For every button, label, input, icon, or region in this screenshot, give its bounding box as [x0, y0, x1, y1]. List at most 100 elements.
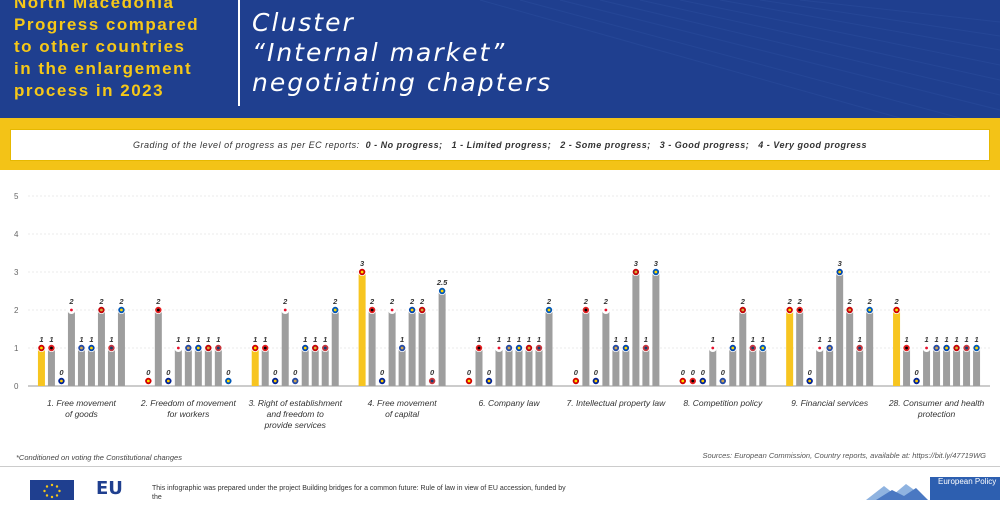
header-left-line: North Macedonia	[14, 0, 175, 12]
category-label: 2. Freedom of movement	[140, 398, 237, 408]
data-label: 0	[701, 368, 706, 377]
data-label: 0	[59, 368, 64, 377]
bar	[816, 348, 824, 386]
data-label: 1	[527, 335, 531, 344]
flag-marker-center	[226, 379, 230, 383]
footnote: *Conditioned on voting the Constitutiona…	[16, 453, 182, 462]
bar	[261, 348, 269, 386]
flag-marker-center	[517, 346, 521, 350]
data-label: 1	[828, 335, 832, 344]
data-label: 0	[691, 368, 696, 377]
data-label: 1	[644, 335, 648, 344]
header-title-right: Cluster “Internal market” negotiating ch…	[252, 8, 552, 98]
bar	[759, 348, 767, 386]
header-title-left: North Macedonia Progress compared to oth…	[14, 0, 199, 102]
footer-divider	[0, 466, 1000, 467]
flag-marker-center	[945, 346, 948, 350]
data-label: 1	[507, 335, 511, 344]
flag-marker-center	[176, 346, 180, 350]
flag-marker-center	[420, 308, 424, 312]
y-tick-label: 4	[14, 230, 19, 239]
bar	[388, 310, 396, 386]
data-label: 0	[487, 368, 492, 377]
flag-marker-center	[390, 308, 394, 312]
flag-marker-center	[935, 346, 938, 350]
bar	[47, 348, 55, 386]
flag-marker-center	[110, 346, 113, 350]
data-label: 1	[924, 335, 928, 344]
data-label: 1	[731, 335, 735, 344]
flag-marker-center	[808, 379, 812, 383]
flag-marker-center	[90, 346, 93, 350]
bar	[796, 310, 804, 386]
bar	[786, 310, 794, 386]
data-label: 0	[273, 368, 278, 377]
bar	[438, 291, 446, 386]
data-label: 2	[867, 297, 873, 306]
data-label: 1	[303, 335, 307, 344]
data-label: 2	[369, 297, 375, 306]
data-label: 1	[39, 335, 43, 344]
bar	[739, 310, 747, 386]
flag-marker-center	[818, 346, 822, 350]
eu-stars-icon	[43, 483, 61, 499]
bar	[154, 310, 162, 386]
header-left-line: process in 2023	[14, 81, 165, 100]
y-tick-label: 0	[14, 382, 19, 391]
data-label: 2	[740, 297, 746, 306]
bar	[418, 310, 426, 386]
data-label: 2	[118, 297, 124, 306]
flag-marker-center	[828, 346, 832, 350]
data-label: 3	[838, 259, 843, 268]
data-label: 2	[98, 297, 104, 306]
data-label: 1	[904, 335, 908, 344]
bar	[535, 348, 543, 386]
header-right-line: “Internal market”	[252, 38, 507, 67]
bar	[525, 348, 533, 386]
flag-marker-center	[40, 346, 43, 350]
flag-marker-center	[323, 346, 327, 350]
data-label: 0	[166, 368, 171, 377]
flag-marker-center	[80, 346, 83, 350]
data-label: 0	[681, 368, 686, 377]
flag-marker-center	[681, 379, 685, 383]
bar	[943, 348, 951, 386]
data-label: 2	[583, 297, 589, 306]
flag-marker-center	[60, 379, 63, 383]
flag-marker-center	[691, 379, 695, 383]
data-label: 1	[858, 335, 862, 344]
y-tick-label: 5	[14, 192, 19, 201]
flag-marker-center	[798, 308, 802, 312]
flag-marker-center	[654, 270, 658, 274]
flag-marker-center	[156, 308, 160, 312]
bar	[933, 348, 941, 386]
data-label: 0	[380, 368, 385, 377]
category-label: 7. Intellectual property law	[567, 398, 667, 408]
data-label: 2	[787, 297, 793, 306]
data-label: 0	[808, 368, 813, 377]
flag-marker-center	[848, 308, 852, 312]
header-banner: North Macedonia Progress compared to oth…	[0, 0, 1000, 118]
flag-marker-center	[120, 308, 123, 312]
flag-marker-center	[440, 289, 444, 293]
flag-marker-center	[905, 346, 908, 350]
bar	[495, 348, 503, 386]
data-label: 1	[761, 335, 765, 344]
data-label: 2	[603, 297, 609, 306]
bar	[408, 310, 416, 386]
category-label: of capital	[385, 409, 420, 419]
bar	[846, 310, 854, 386]
grading-legend: Grading of the level of progress as per …	[10, 129, 990, 161]
flag-marker-center	[925, 346, 928, 350]
flag-marker-center	[547, 308, 551, 312]
data-label: 1	[954, 335, 958, 344]
category-label: provide services	[264, 420, 327, 430]
flag-marker-center	[146, 379, 150, 383]
bar	[923, 348, 931, 386]
data-label: 2.5	[436, 278, 448, 287]
data-label: 1	[497, 335, 501, 344]
flag-marker-center	[166, 379, 170, 383]
bar	[117, 310, 125, 386]
data-label: 1	[216, 335, 220, 344]
